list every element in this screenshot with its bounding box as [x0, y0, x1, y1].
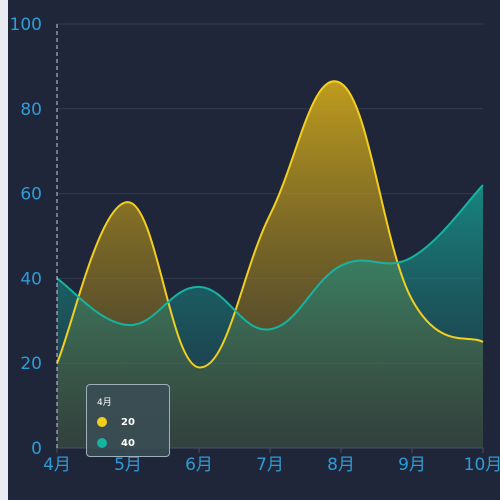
series-2-line: [56, 184, 484, 331]
tooltip-value-1: 20: [121, 416, 135, 428]
series-1-line: [56, 80, 484, 369]
x-tick-label: 7月: [256, 455, 284, 475]
tooltip-row-1: 20: [97, 416, 169, 428]
x-tick-label: 4月: [43, 455, 71, 475]
x-tick-label: 8月: [327, 455, 355, 475]
y-tick-label: 0: [31, 439, 42, 459]
series-1-color-dot: [97, 417, 107, 427]
tooltip-row-2: 40: [97, 437, 169, 449]
x-tick-label: 6月: [185, 455, 213, 475]
y-tick-label: 80: [20, 100, 42, 120]
y-tick-label: 20: [20, 354, 42, 374]
y-tick-label: 40: [20, 269, 42, 289]
series-2-color-dot: [97, 438, 107, 448]
tooltip: 4月 20 40: [86, 384, 170, 457]
x-tick-label: 9月: [398, 455, 426, 475]
series-2-area: [57, 185, 483, 448]
x-tick-label: 10月: [464, 455, 500, 475]
y-tick-label: 100: [10, 15, 42, 35]
area-chart: 0 20 40 60 80 100 4月 5月 6月 7月 8月 9月 10月: [10, 15, 500, 475]
x-tick-label: 5月: [114, 455, 142, 475]
tooltip-value-2: 40: [121, 437, 135, 449]
chart-panel: 0 20 40 60 80 100 4月 5月 6月 7月 8月 9月 10月 4月 20 40: [8, 0, 500, 500]
y-tick-label: 60: [20, 185, 42, 205]
tooltip-title: 4月: [97, 398, 112, 408]
